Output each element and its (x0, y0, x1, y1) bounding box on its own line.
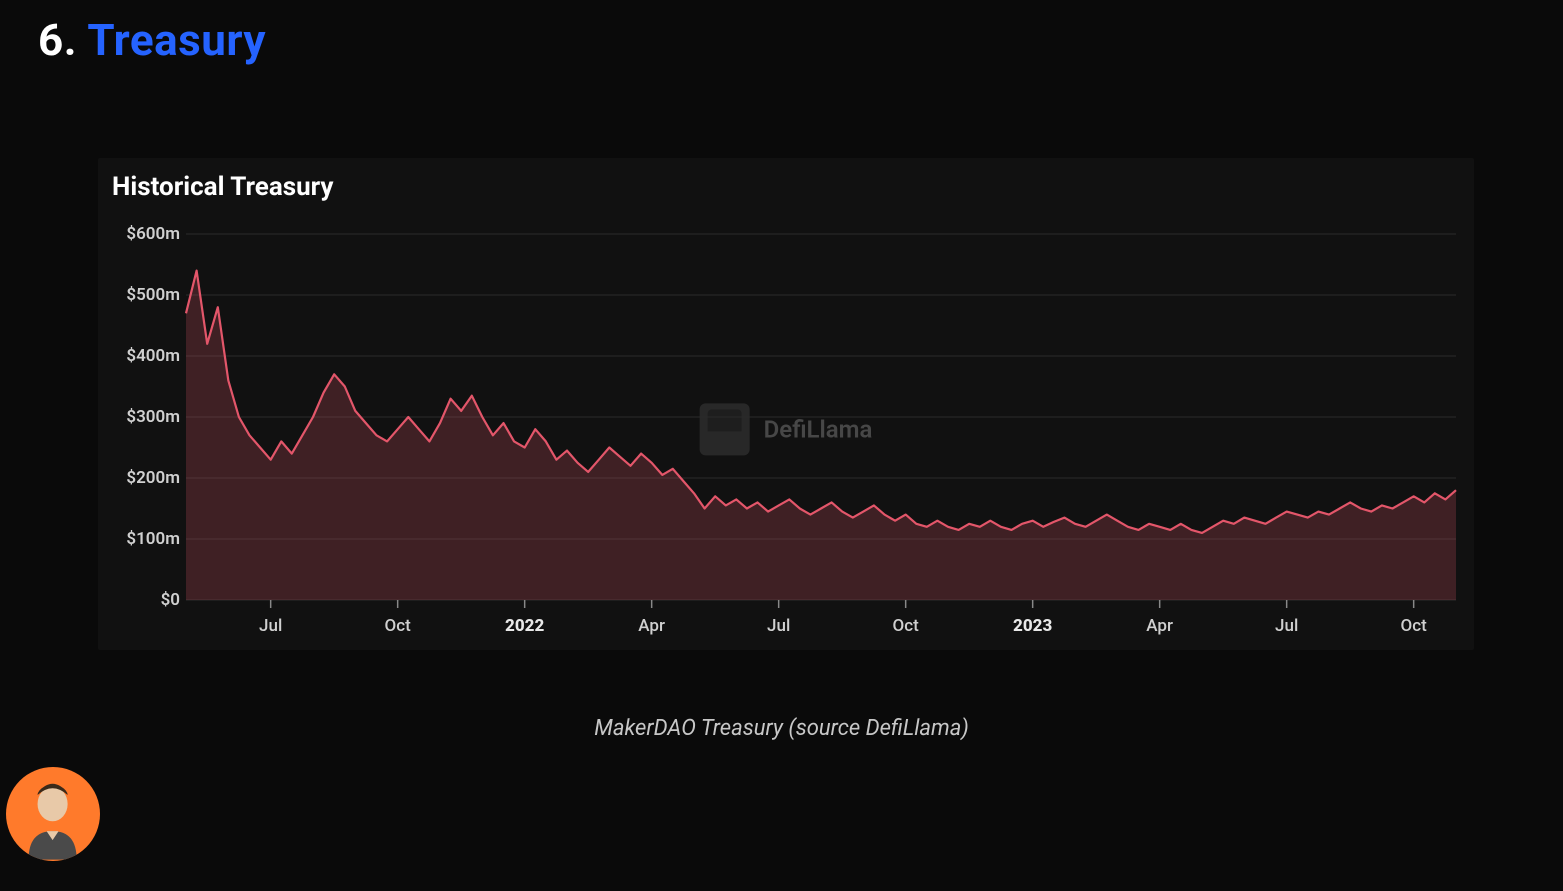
x-tick-label: Oct (893, 616, 919, 636)
y-tick-label: $600m (126, 224, 180, 244)
y-tick-label: $0 (161, 590, 180, 610)
chart-plot-area: DefiLlama $0$100m$200m$300m$400m$500m$60… (98, 214, 1474, 650)
slide-title: Treasury (87, 14, 266, 66)
y-tick-label: $400m (126, 346, 180, 366)
x-tick-label: Oct (385, 616, 411, 636)
chart-title: Historical Treasury (112, 172, 334, 202)
slide-number: 6. (38, 14, 77, 66)
x-tick-label: Jul (1275, 616, 1298, 636)
person-icon (15, 776, 90, 861)
presenter-avatar (6, 767, 100, 861)
y-tick-label: $200m (126, 468, 180, 488)
y-tick-label: $500m (126, 285, 180, 305)
x-tick-label: Apr (638, 616, 665, 636)
x-tick-label: 2023 (1013, 616, 1052, 636)
slide-heading: 6. Treasury (38, 14, 266, 66)
x-tick-label: Jul (259, 616, 282, 636)
chart-caption: MakerDAO Treasury (source DefiLlama) (594, 716, 969, 741)
y-tick-label: $100m (126, 529, 180, 549)
chart-card: Historical Treasury DefiLlama $0$100m$20… (98, 158, 1474, 650)
x-tick-label: 2022 (505, 616, 544, 636)
x-tick-label: Jul (767, 616, 790, 636)
y-tick-label: $300m (126, 407, 180, 427)
chart-svg (98, 214, 1474, 650)
x-tick-label: Oct (1401, 616, 1427, 636)
x-tick-label: Apr (1146, 616, 1173, 636)
